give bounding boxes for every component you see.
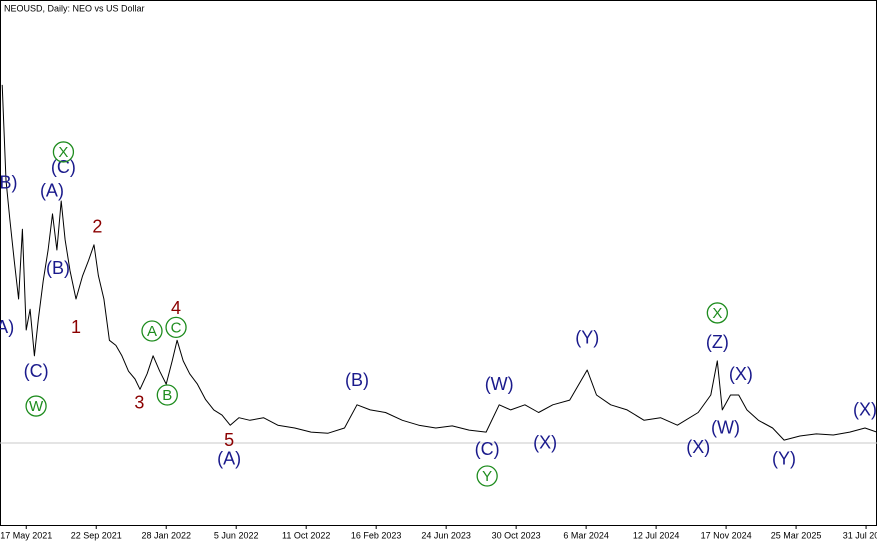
wave-label: (Z): [706, 332, 729, 352]
x-tick-label: 30 Oct 2023: [492, 530, 541, 540]
annotation-circle: [706, 302, 728, 324]
wave-label: (Y): [575, 328, 599, 348]
wave-label: (W): [711, 418, 740, 438]
wave-label: 3: [134, 393, 144, 413]
wave-label: (B): [0, 173, 17, 193]
wave-label: B: [162, 387, 172, 404]
wave-label: (X): [729, 364, 753, 384]
wave-label: W: [29, 398, 44, 415]
x-tick-label: 22 Sep 2021: [71, 530, 122, 540]
wave-label: 2: [92, 217, 102, 237]
wave-label: (W): [485, 374, 514, 394]
annotation-circle: [52, 141, 75, 163]
wave-label: C: [171, 319, 182, 336]
x-tick-label: 25 Mar 2025: [771, 530, 822, 540]
price-line: [1, 84, 877, 441]
wave-label: Y: [482, 468, 492, 485]
x-tick-label: 28 Jan 2022: [141, 530, 191, 540]
annotation-circle: [476, 465, 498, 487]
wave-label: 4: [171, 298, 181, 318]
wave-label: (A): [217, 449, 241, 469]
wave-label: (A): [40, 180, 64, 200]
wave-label: (C): [475, 439, 500, 459]
wave-label: (C): [24, 361, 49, 381]
x-tick-label: 24 Jun 2023: [421, 530, 471, 540]
wave-label: X: [712, 305, 722, 322]
wave-label: (X): [686, 437, 710, 457]
annotation-circle: [25, 395, 47, 417]
x-tick-label: 17 May 2021: [0, 530, 52, 540]
wave-label: (Y): [772, 449, 796, 469]
x-tick-label: 11 Oct 2022: [282, 530, 330, 540]
x-tick-label: 17 Nov 2024: [701, 530, 752, 540]
annotation-circle: [141, 320, 163, 342]
wave-label: 1: [71, 317, 81, 337]
wave-label: (X): [533, 433, 557, 453]
plot-frame: [0, 0, 877, 526]
wave-label: (A): [0, 317, 14, 337]
annotation-circle: [156, 384, 178, 406]
wave-label: (C): [51, 157, 76, 177]
x-tick-label: 12 Jul 2024: [633, 530, 680, 540]
wave-label: A: [147, 323, 157, 340]
x-tick-label: 16 Feb 2023: [351, 530, 402, 540]
wave-label: 5: [224, 430, 234, 450]
x-tick-label: 6 Mar 2024: [563, 530, 609, 540]
wave-label: (B): [345, 370, 369, 390]
wave-label: (B): [46, 258, 70, 278]
chart-title: NEOUSD, Daily: NEO vs US Dollar: [4, 3, 145, 13]
x-tick-label: 5 Jun 2022: [214, 530, 259, 540]
wave-label: (X): [853, 400, 877, 420]
annotation-circle: [165, 316, 187, 339]
wave-label: X: [58, 144, 68, 161]
x-tick-label: 31 Jul 2025: [843, 530, 877, 540]
